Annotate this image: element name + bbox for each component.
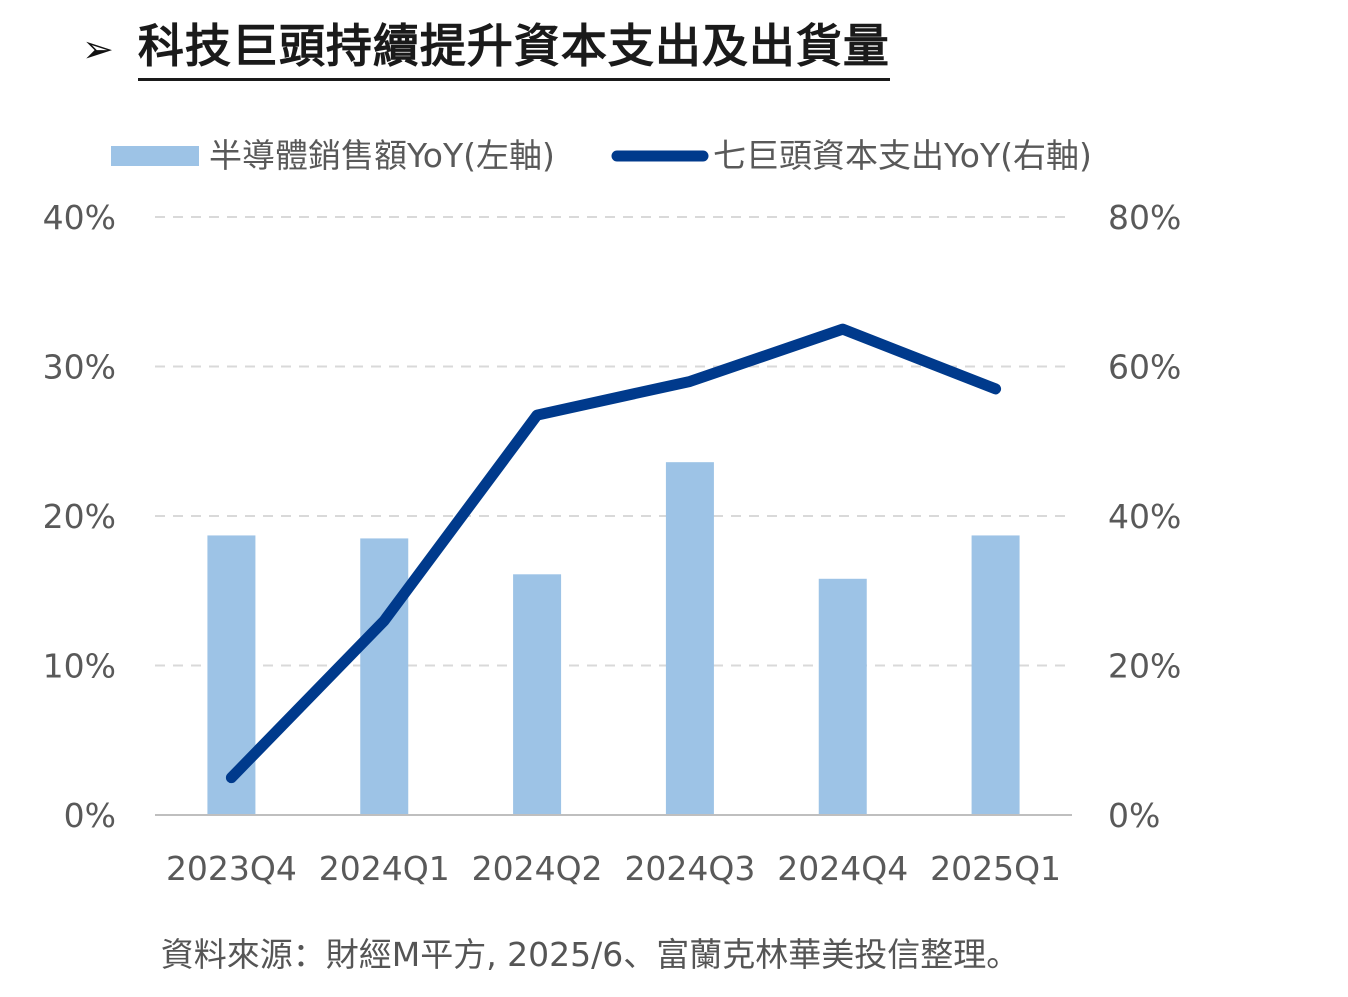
line-point — [842, 328, 844, 330]
bar — [360, 538, 409, 815]
bar — [818, 578, 867, 815]
y-right-tick-label: 0% — [1108, 796, 1160, 835]
line-point — [536, 414, 538, 416]
y-right-tick-label: 40% — [1108, 497, 1181, 536]
line-point — [383, 620, 385, 622]
y-left-tick-label: 20% — [43, 497, 116, 536]
y-left-tick-label: 30% — [43, 348, 116, 387]
bar — [971, 535, 1020, 815]
y-right-tick-label: 80% — [1108, 198, 1181, 237]
chart-title-wrap: ➢ 科技巨頭持續提升資本支出及出貨量 — [82, 18, 890, 81]
y-right-tick-label: 60% — [1108, 348, 1181, 387]
x-tick-label: 2024Q4 — [777, 849, 908, 888]
x-tick-label: 2024Q1 — [319, 849, 450, 888]
bar-series — [207, 462, 1020, 815]
source-note: 資料來源：財經M平方, 2025/6、富蘭克林華美投信整理。 — [160, 935, 1020, 974]
legend-label-line: 七巨頭資本支出YoY(右軸) — [713, 136, 1092, 175]
legend-swatch-bar — [111, 146, 199, 166]
y-left-tick-label: 40% — [43, 198, 116, 237]
legend-label-bar: 半導體銷售額YoY(左軸) — [209, 136, 555, 175]
line-series — [225, 323, 1002, 784]
legend: 半導體銷售額YoY(左軸) 七巨頭資本支出YoY(右軸) — [111, 136, 1092, 175]
y-left-tick-label: 0% — [64, 796, 116, 835]
line-point — [230, 777, 232, 779]
y-right-tick-label: 20% — [1108, 647, 1181, 686]
line-point — [689, 380, 691, 382]
axes: 0% 0% 10% 20% 20% 40% 30% 60% 40% 80% 2023Q4 2024Q1… — [43, 198, 1182, 888]
x-tick-label: 2024Q2 — [472, 849, 603, 888]
bar — [665, 462, 714, 815]
arrow-bullet-icon: ➢ — [82, 27, 114, 72]
y-left-tick-label: 10% — [43, 647, 116, 686]
capex-line — [225, 323, 1002, 784]
bar — [513, 574, 562, 815]
gridlines — [155, 216, 1072, 667]
x-tick-label: 2024Q3 — [624, 849, 755, 888]
x-tick-label: 2025Q1 — [930, 849, 1061, 888]
chart-title: 科技巨頭持續提升資本支出及出貨量 — [137, 18, 890, 81]
line-point — [995, 388, 997, 390]
x-tick-label: 2023Q4 — [166, 849, 297, 888]
